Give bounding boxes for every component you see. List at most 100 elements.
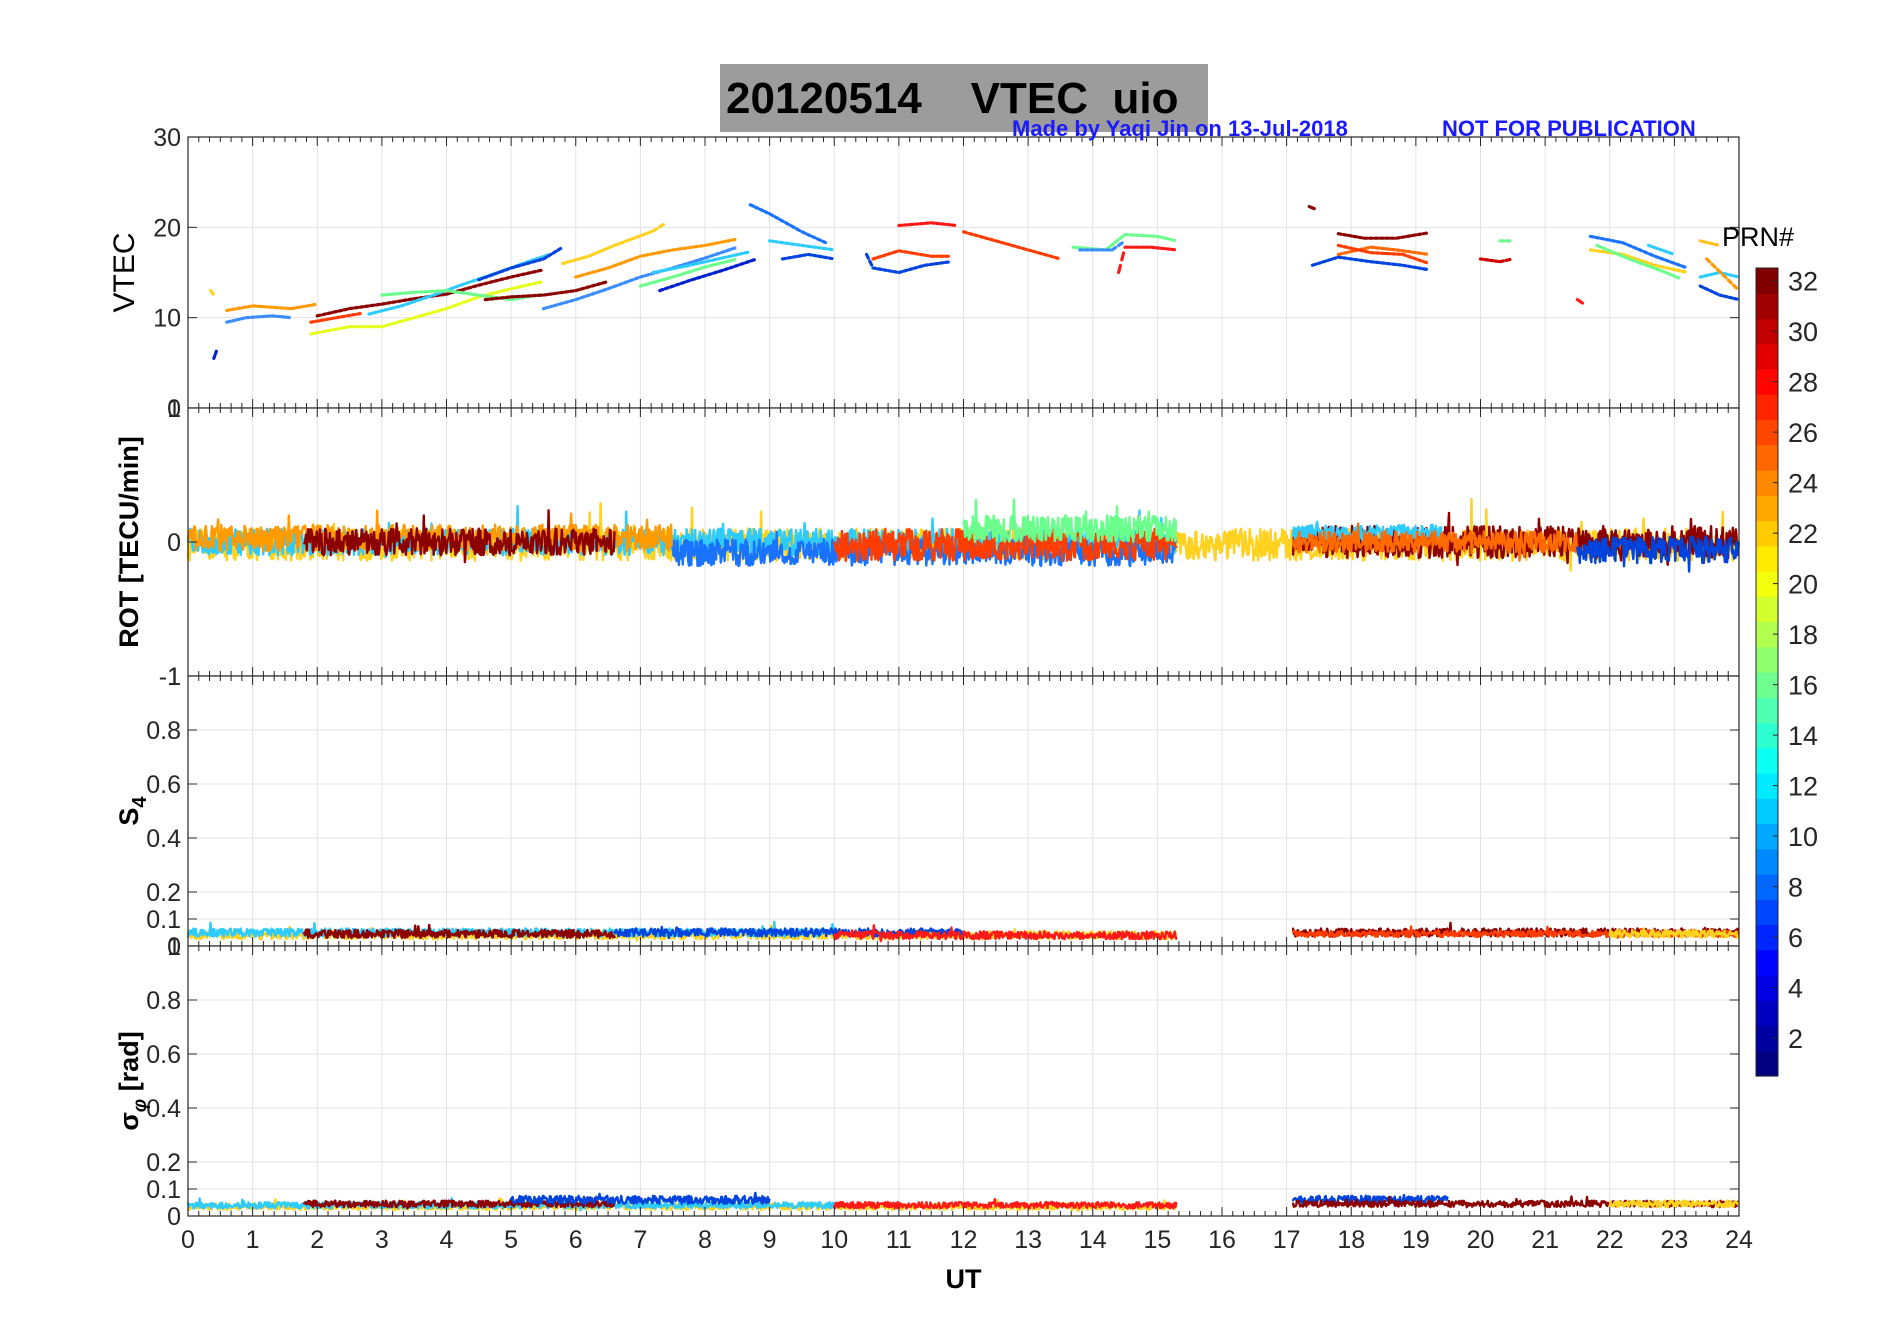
vtec-segment bbox=[1642, 250, 1649, 255]
colorbar-bin bbox=[1756, 1050, 1778, 1077]
vtec-segment bbox=[315, 313, 322, 318]
vtec-segment bbox=[778, 218, 785, 224]
vtec-segment bbox=[574, 274, 581, 279]
vtec-segment bbox=[692, 258, 699, 263]
vtec-segment bbox=[230, 318, 236, 323]
vtec-segment bbox=[871, 256, 878, 261]
vtec-segment bbox=[461, 300, 468, 305]
x-ticks bbox=[187, 945, 1740, 1217]
vtec-segment bbox=[1674, 268, 1682, 273]
vtec-segment bbox=[1010, 243, 1017, 248]
vtec-segment bbox=[624, 238, 631, 243]
vtec-segment bbox=[1113, 238, 1120, 244]
vtec-segment bbox=[396, 319, 403, 324]
vtec-segment bbox=[579, 295, 586, 300]
series-trace bbox=[833, 515, 1178, 563]
colorbar-tick-label: 24 bbox=[1788, 469, 1818, 499]
series-trace bbox=[303, 1196, 616, 1210]
vtec-segment bbox=[663, 286, 670, 291]
vtec-segment bbox=[1627, 257, 1634, 262]
vtec-segment bbox=[1004, 242, 1012, 247]
y-tick-label: 0 bbox=[167, 529, 181, 557]
x-tick-label: 5 bbox=[504, 1226, 518, 1254]
vtec-segment bbox=[1331, 256, 1338, 261]
vtec-segment bbox=[587, 253, 594, 258]
x-tick-label: 9 bbox=[763, 1226, 777, 1254]
panel-1: 0 10 20 30 VTEC bbox=[108, 124, 1740, 423]
vtec-segment bbox=[525, 261, 532, 266]
vtec-segment bbox=[1649, 265, 1656, 270]
vtec-segment bbox=[520, 262, 527, 267]
series-trace bbox=[1291, 522, 1579, 562]
vtec-segment bbox=[1669, 273, 1676, 278]
vtec-segment bbox=[1621, 241, 1628, 246]
vtec-segment bbox=[601, 267, 608, 272]
vtec-segment bbox=[1336, 252, 1343, 257]
vtec-segment bbox=[617, 282, 624, 287]
vtec-segment bbox=[611, 263, 619, 268]
vtec-segment bbox=[758, 207, 765, 213]
vtec-segment bbox=[646, 230, 653, 235]
x-tick-label: 10 bbox=[820, 1226, 848, 1254]
x-ticks bbox=[187, 407, 1740, 677]
series-trace bbox=[303, 509, 616, 564]
vtec-segment bbox=[1594, 235, 1601, 240]
vtec-segment bbox=[892, 249, 899, 255]
vtec-segment bbox=[1579, 300, 1585, 305]
vtec-segment bbox=[1653, 254, 1660, 259]
vtec-segment bbox=[471, 284, 478, 289]
vtec-segment bbox=[698, 257, 705, 262]
vtec-segment bbox=[1659, 269, 1666, 274]
vtec-segment bbox=[628, 278, 635, 283]
vtec-segment bbox=[415, 297, 422, 303]
vtec-segment bbox=[574, 288, 581, 293]
vtec-segment bbox=[1321, 259, 1328, 264]
vtec-segment bbox=[601, 287, 608, 293]
vtec-segment bbox=[684, 263, 691, 268]
vtec-segment bbox=[1347, 249, 1354, 254]
colorbar-bin bbox=[1756, 470, 1778, 496]
vtec-segment bbox=[1669, 260, 1676, 265]
vtec-segment bbox=[1657, 247, 1664, 252]
colorbar-bin bbox=[1756, 899, 1778, 926]
y-tick-label: 0.1 bbox=[146, 906, 181, 934]
vtec-segment bbox=[1116, 263, 1122, 275]
vtec-segment bbox=[541, 255, 548, 261]
vtec-segment bbox=[1310, 262, 1317, 267]
vtec-segment bbox=[1667, 251, 1674, 256]
vtec-segment bbox=[1715, 267, 1723, 274]
vtec-segment bbox=[1363, 249, 1370, 254]
vtec-segment bbox=[552, 303, 559, 308]
grid bbox=[187, 675, 1740, 947]
vtec-segment bbox=[525, 271, 532, 276]
vtec-segment bbox=[538, 255, 545, 260]
vtec-segment bbox=[1416, 258, 1423, 263]
vtec-segment bbox=[1160, 235, 1167, 240]
vtec-segment bbox=[571, 258, 578, 263]
vtec-segment bbox=[581, 255, 588, 260]
vtec-segment bbox=[738, 261, 746, 266]
vtec-segment bbox=[1342, 245, 1349, 249]
vtec-segment bbox=[536, 258, 543, 263]
y-tick-label: 0.6 bbox=[146, 1041, 181, 1069]
vtec-segment bbox=[417, 313, 425, 318]
vtec-segment bbox=[1713, 291, 1720, 296]
vtec-segment bbox=[690, 277, 697, 282]
colorbar-bin bbox=[1756, 874, 1778, 900]
vtec-segment bbox=[504, 276, 511, 280]
x-tick-label: 0 bbox=[181, 1226, 195, 1254]
colorbar-bin bbox=[1756, 318, 1778, 345]
vtec-segment bbox=[579, 286, 586, 291]
colorbar-bin bbox=[1756, 394, 1778, 421]
vtec-segment bbox=[331, 327, 338, 332]
vtec-segment bbox=[815, 237, 822, 242]
y-axis-label: ROT [TECU/min] bbox=[114, 436, 144, 647]
vtec-segment bbox=[701, 273, 708, 279]
vtec-segment bbox=[1632, 259, 1640, 264]
colorbar-tick-label: 16 bbox=[1788, 671, 1818, 701]
vtec-segment bbox=[533, 256, 540, 261]
vtec-segment bbox=[617, 261, 624, 266]
colorbar-tick-label: 14 bbox=[1788, 721, 1818, 751]
vtec-segment bbox=[1732, 296, 1739, 301]
vtec-segment bbox=[768, 212, 775, 218]
